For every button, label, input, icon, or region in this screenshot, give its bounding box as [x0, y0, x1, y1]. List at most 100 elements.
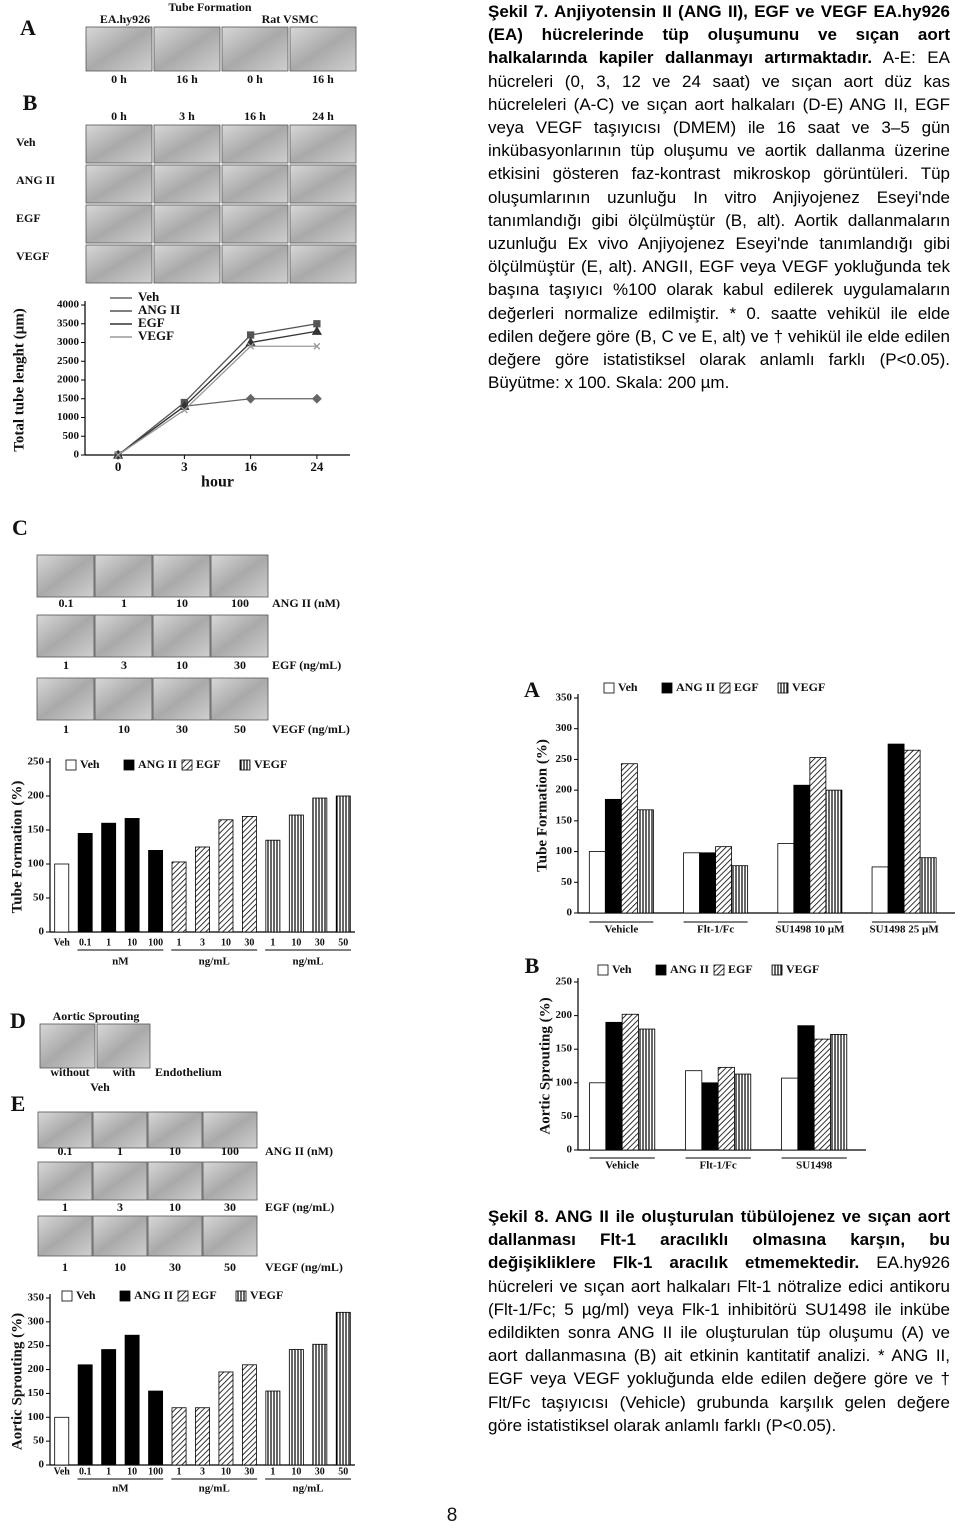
bar	[335, 1311, 351, 1466]
bar	[77, 1364, 93, 1466]
legend-swatch	[177, 1290, 189, 1302]
y-tick-label: 350	[556, 692, 573, 704]
line-marker	[180, 406, 188, 414]
bar	[195, 1407, 210, 1466]
legend-label: VEGF	[786, 962, 819, 976]
micrograph	[85, 26, 153, 72]
y-tick-label: 300	[28, 1315, 45, 1327]
bar	[793, 784, 811, 914]
line-marker	[311, 393, 322, 404]
x-tick-label: 0.1	[79, 937, 92, 948]
micrograph	[221, 124, 289, 164]
group-label: ng/mL	[292, 956, 323, 968]
row-label: ANG II (nM)	[272, 596, 340, 610]
label: 10	[176, 596, 188, 610]
panel-letter: A	[20, 15, 36, 40]
label: Rat VSMC	[262, 12, 319, 26]
y-tick-label: 0	[39, 926, 45, 938]
x-tick-label: Flt-1/Fc	[700, 1160, 737, 1172]
label: 0.1	[59, 596, 74, 610]
x-tick-label: 1	[177, 1466, 182, 1477]
group-label: nM	[112, 956, 129, 968]
legend-swatch	[123, 759, 135, 771]
label: 100	[221, 1144, 239, 1158]
y-tick-label: 1500	[57, 392, 80, 404]
label: Endothelium	[155, 1065, 222, 1079]
x-tick-label: Flt-1/Fc	[697, 924, 734, 936]
legend-label: ANG II	[138, 757, 177, 771]
x-tick-label: 3	[181, 459, 188, 474]
row-label: EGF (ng/mL)	[265, 1200, 334, 1214]
y-axis-label: Tube Formation (%)	[534, 739, 550, 872]
bar	[715, 846, 733, 914]
x-tick-label: Veh	[54, 1466, 71, 1477]
panel-letter: A	[524, 677, 540, 702]
legend-swatch	[181, 759, 193, 771]
label: 30	[176, 722, 188, 736]
micrograph	[94, 677, 153, 721]
y-tick-label: 200	[28, 1363, 45, 1375]
x-tick-label: 1	[177, 937, 182, 948]
legend-label: EGF	[734, 680, 759, 694]
micrograph	[202, 1111, 258, 1149]
row-label: EGF	[16, 211, 41, 225]
micrograph	[92, 1111, 148, 1149]
legend-label: ANG II	[676, 680, 715, 694]
x-tick-label: 50	[338, 1466, 348, 1477]
micrograph	[153, 244, 221, 284]
x-tick-label: SU1498	[796, 1160, 833, 1172]
y-tick-label: 0	[74, 449, 80, 461]
label: 1	[62, 1260, 68, 1274]
x-tick-label: 10	[291, 1466, 301, 1477]
group-label: ng/mL	[292, 1483, 323, 1495]
y-tick-label: 250	[556, 976, 573, 988]
label: 3	[121, 658, 127, 672]
bar	[265, 839, 281, 933]
x-tick-label: 1	[270, 1466, 275, 1477]
y-tick-label: 3500	[57, 317, 80, 329]
label: 30	[234, 658, 246, 672]
x-tick-label: SU1498 10 µM	[775, 924, 845, 936]
micrograph	[153, 204, 221, 244]
y-tick-label: 100	[556, 845, 573, 857]
x-tick-label: 30	[315, 937, 325, 948]
y-tick-label: 2000	[57, 374, 80, 386]
bar	[605, 1021, 623, 1151]
y-axis-label: Aortic Sprouting (%)	[9, 1313, 25, 1450]
y-tick-label: 3000	[57, 336, 80, 348]
bar	[871, 866, 889, 914]
row-label: VEGF	[16, 249, 49, 263]
line-series	[117, 398, 317, 456]
micrograph	[221, 26, 289, 72]
label: 0 h	[247, 72, 263, 86]
micrograph	[289, 26, 357, 72]
bar	[312, 1343, 328, 1466]
line-series	[117, 323, 317, 456]
group-label: ng/mL	[199, 1483, 230, 1495]
panel-letter: C	[12, 515, 28, 540]
y-tick-label: 100	[28, 1411, 45, 1423]
label: 0 h	[111, 109, 127, 123]
row-label: Veh	[16, 135, 36, 149]
x-tick-label: 30	[244, 937, 254, 948]
label: 10	[118, 722, 130, 736]
y-tick-label: 500	[63, 430, 80, 442]
label: 50	[234, 722, 246, 736]
figure8-caption: Şekil 8. ANG II ile oluşturulan tübüloje…	[488, 1205, 950, 1437]
bar	[312, 797, 328, 933]
bar	[887, 743, 905, 914]
legend-label: EGF	[196, 757, 221, 771]
legend-swatch	[719, 682, 731, 694]
y-tick-label: 150	[556, 1043, 573, 1055]
legend-swatch	[239, 759, 251, 771]
bar	[265, 1390, 281, 1466]
legend-label: Veh	[618, 680, 638, 694]
x-tick-label: 24	[310, 459, 324, 474]
legend-swatch	[713, 964, 725, 976]
line-marker	[245, 393, 256, 404]
x-tick-label: 30	[315, 1466, 325, 1477]
bar	[620, 763, 638, 914]
bar	[124, 818, 140, 933]
x-tick-label: 1	[270, 937, 275, 948]
micrograph	[210, 554, 269, 598]
